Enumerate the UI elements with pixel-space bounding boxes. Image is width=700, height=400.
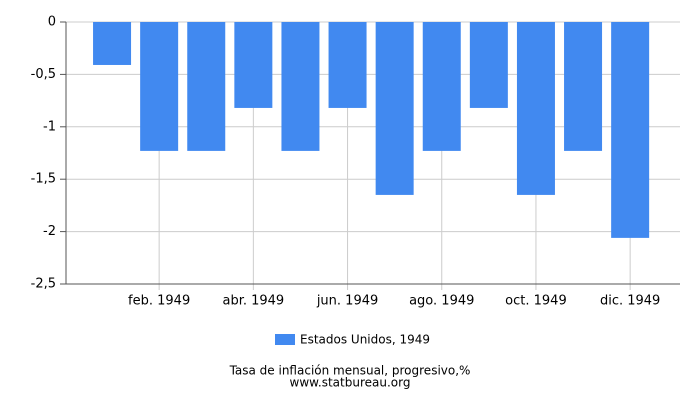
bar	[564, 22, 603, 151]
bar	[422, 22, 461, 151]
bar	[281, 22, 320, 151]
bar	[187, 22, 226, 151]
y-tick-label: -0,5	[31, 67, 56, 82]
x-axis-title: Tasa de inflación mensual, progresivo,%	[229, 364, 471, 378]
bar	[611, 22, 650, 238]
bar	[516, 22, 555, 195]
bar	[234, 22, 273, 108]
x-tick-label: ago. 1949	[409, 294, 474, 309]
y-tick-label: 0	[48, 15, 56, 30]
y-tick-label: -2,5	[31, 277, 56, 292]
x-tick-label: oct. 1949	[505, 294, 567, 309]
x-tick-label: dic. 1949	[600, 294, 660, 309]
x-tick-label: abr. 1949	[222, 294, 284, 309]
x-tick-label: jun. 1949	[316, 294, 378, 309]
bar	[93, 22, 132, 65]
y-tick-label: -2	[43, 224, 56, 239]
bar	[375, 22, 414, 195]
bar	[140, 22, 179, 151]
legend-swatch	[275, 334, 295, 345]
y-tick-label: -1,5	[31, 172, 56, 187]
legend-label: Estados Unidos, 1949	[300, 333, 430, 347]
bar	[469, 22, 508, 108]
x-tick-label: feb. 1949	[128, 294, 190, 309]
bar	[328, 22, 367, 108]
y-tick-label: -1	[43, 119, 56, 134]
source: www.statbureau.org	[290, 376, 411, 390]
